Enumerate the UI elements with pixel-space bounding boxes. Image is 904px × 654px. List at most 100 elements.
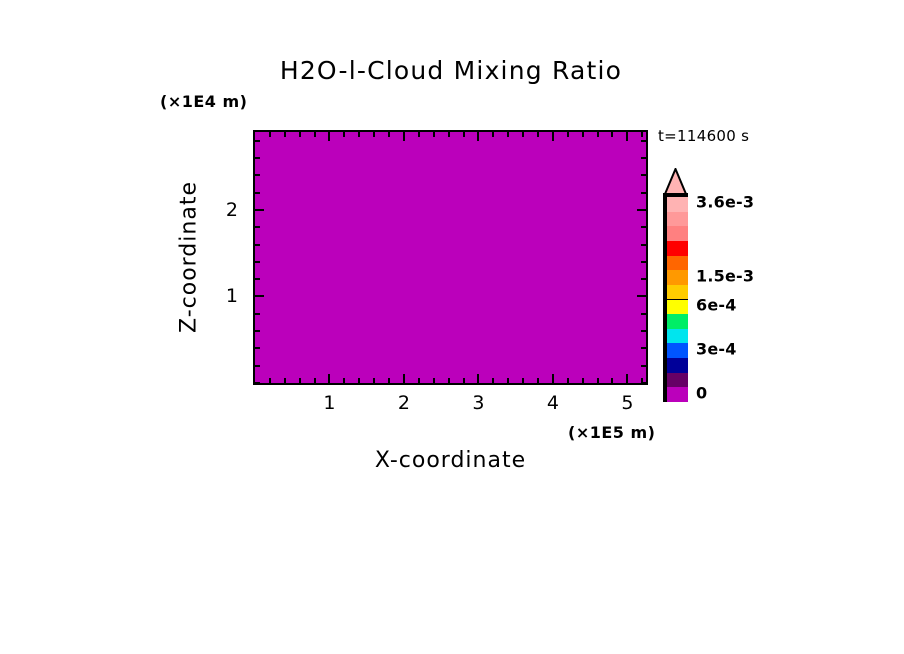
tick-mark — [268, 132, 271, 137]
tick-mark — [522, 378, 525, 383]
tick-mark — [328, 132, 331, 141]
colorbar-segment — [667, 358, 688, 373]
colorbar: 3.6e-3 1.5e-3 6e-4 3e-4 0 — [663, 168, 773, 403]
tick-mark — [298, 132, 301, 137]
colorbar-segment — [667, 226, 688, 241]
tick-mark — [358, 132, 361, 137]
colorbar-segment — [667, 270, 688, 285]
tick-mark — [641, 378, 644, 383]
tick-mark — [447, 378, 450, 383]
x-axis-title: X-coordinate — [374, 448, 527, 473]
tick-mark — [551, 132, 554, 141]
tick-mark — [626, 132, 629, 141]
tick-mark — [492, 378, 495, 383]
tick-mark — [313, 132, 316, 137]
colorbar-body — [663, 193, 688, 402]
tick-mark — [432, 132, 435, 137]
tick-mark — [373, 132, 376, 137]
tick-mark — [283, 132, 286, 137]
tick-mark — [255, 208, 264, 211]
tick-mark — [268, 378, 271, 383]
tick-mark — [402, 132, 405, 141]
colorbar-segment — [667, 343, 688, 359]
tick-mark — [432, 378, 435, 383]
tick-mark — [566, 132, 569, 137]
page-title: H2O-l-Cloud Mixing Ratio — [0, 56, 904, 85]
x-tick-label: 1 — [323, 392, 336, 414]
tick-mark — [343, 378, 346, 383]
tick-mark — [255, 226, 260, 229]
tick-mark — [507, 132, 510, 137]
tick-mark — [255, 139, 260, 142]
tick-mark — [358, 378, 361, 383]
colorbar-segment — [667, 387, 688, 402]
tick-mark — [641, 174, 646, 177]
tick-mark — [328, 374, 331, 383]
colorbar-tick-label: 0 — [696, 383, 708, 403]
colorbar-segment — [667, 299, 688, 315]
tick-mark — [313, 378, 316, 383]
tick-mark — [343, 132, 346, 137]
tick-mark — [388, 132, 391, 137]
tick-mark — [641, 132, 644, 137]
tick-mark — [641, 347, 646, 350]
tick-mark — [596, 132, 599, 137]
tick-mark — [255, 243, 260, 246]
tick-mark — [492, 132, 495, 137]
x-tick-label: 5 — [621, 392, 634, 414]
tick-mark — [417, 132, 420, 137]
tick-mark — [522, 132, 525, 137]
tick-mark — [373, 378, 376, 383]
tick-mark — [255, 156, 260, 159]
colorbar-tick-label: 3e-4 — [696, 339, 737, 359]
tick-mark — [641, 260, 646, 263]
x-tick-label: 2 — [397, 392, 410, 414]
colorbar-segment — [667, 372, 688, 388]
tick-mark — [447, 132, 450, 137]
tick-mark — [388, 378, 391, 383]
plot-area — [253, 130, 648, 385]
y-axis-unit-label: (×1E4 m) — [160, 92, 248, 111]
colorbar-segment — [667, 314, 688, 329]
tick-mark — [641, 139, 646, 142]
tick-mark — [255, 347, 260, 350]
tick-mark — [255, 260, 260, 263]
tick-mark — [641, 382, 646, 383]
tick-mark — [255, 364, 260, 367]
tick-mark — [462, 132, 465, 137]
y-axis-title: Z-coordinate — [176, 181, 202, 333]
field-fill — [255, 132, 646, 383]
tick-mark — [255, 382, 260, 383]
colorbar-tick-label: 1.5e-3 — [696, 266, 755, 286]
tick-mark — [255, 312, 260, 315]
tick-mark — [402, 374, 405, 383]
tick-mark — [255, 278, 260, 281]
tick-mark — [641, 364, 646, 367]
y-tick-label: 2 — [225, 198, 238, 221]
tick-mark — [641, 191, 646, 194]
colorbar-extend-arrow-icon — [663, 168, 688, 194]
tick-mark — [637, 208, 646, 211]
timestamp-annotation: t=114600 s — [658, 127, 750, 145]
tick-mark — [477, 132, 480, 141]
tick-mark — [551, 374, 554, 383]
tick-mark — [417, 378, 420, 383]
tick-mark — [581, 132, 584, 137]
colorbar-segment — [667, 284, 688, 300]
tick-mark — [596, 378, 599, 383]
tick-mark — [255, 330, 260, 333]
tick-mark — [477, 374, 480, 383]
plot-title-text: H2O-l-Cloud Mixing Ratio — [279, 56, 623, 85]
colorbar-segment — [667, 197, 688, 212]
x-tick-label: 4 — [546, 392, 559, 414]
colorbar-segment — [667, 255, 688, 271]
y-tick-label: 1 — [225, 285, 238, 308]
tick-mark — [637, 295, 646, 298]
tick-mark — [641, 330, 646, 333]
tick-mark — [626, 374, 629, 383]
tick-mark — [255, 295, 264, 298]
tick-mark — [641, 312, 646, 315]
tick-mark — [641, 278, 646, 281]
tick-mark — [641, 226, 646, 229]
